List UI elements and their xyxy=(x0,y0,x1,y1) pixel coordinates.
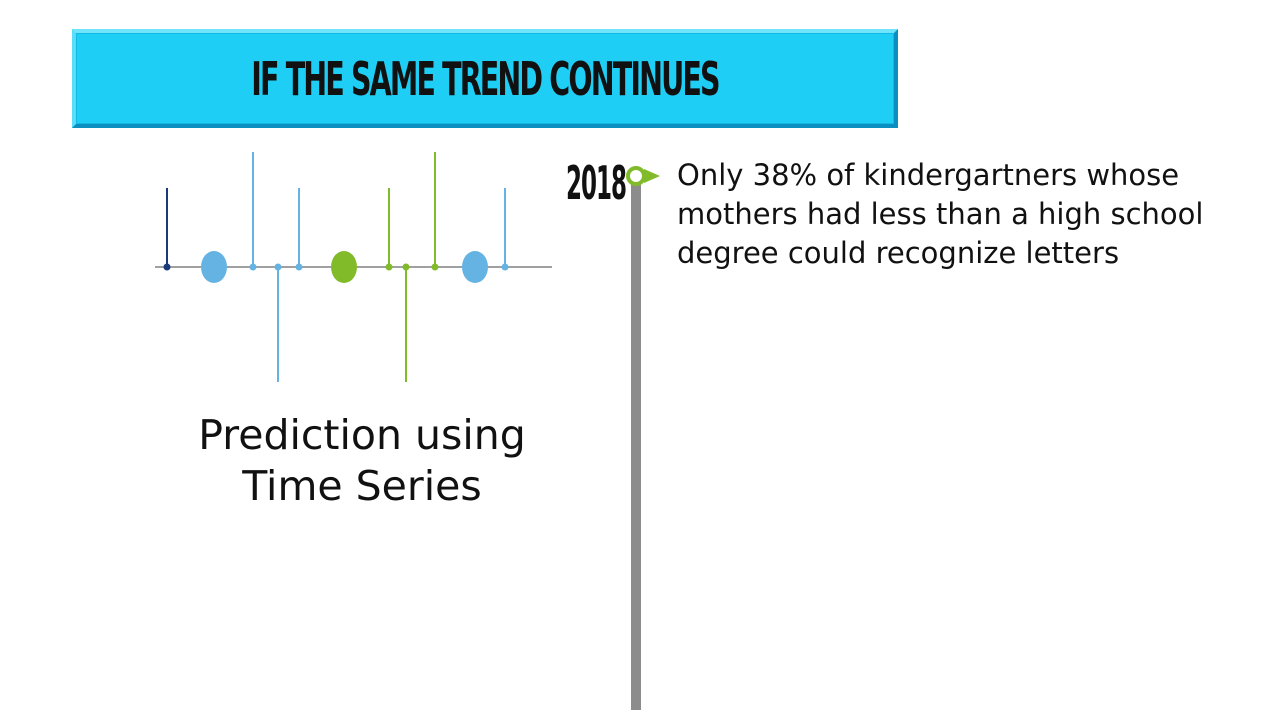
event-year: 2018 xyxy=(566,156,627,210)
dot-navy xyxy=(163,263,171,271)
dot-green-3 xyxy=(431,263,439,271)
dot-blue-1 xyxy=(249,263,257,271)
caption-line-1: Prediction using xyxy=(198,411,526,459)
caption: Prediction using Time Series xyxy=(162,410,562,512)
time-series-stem-icon xyxy=(155,152,552,382)
oval-blue-right xyxy=(462,251,488,283)
oval-blue-left xyxy=(201,251,227,283)
title-banner: IF THE SAME TREND CONTINUES xyxy=(72,29,898,128)
banner-title: IF THE SAME TREND CONTINUES xyxy=(251,51,720,106)
marker-ring xyxy=(626,166,646,186)
dot-green-2 xyxy=(402,263,410,271)
dot-blue-4 xyxy=(501,263,509,271)
dot-blue-3 xyxy=(295,263,303,271)
oval-green xyxy=(331,251,357,283)
timeline-bar xyxy=(631,168,641,710)
marker-arrow xyxy=(644,169,660,183)
dot-blue-2 xyxy=(274,263,282,271)
caption-line-2: Time Series xyxy=(242,462,482,510)
timeline-marker-icon xyxy=(626,166,660,186)
dot-green-1 xyxy=(385,263,393,271)
event-description: Only 38% of kindergartners whose mothers… xyxy=(677,158,1204,270)
